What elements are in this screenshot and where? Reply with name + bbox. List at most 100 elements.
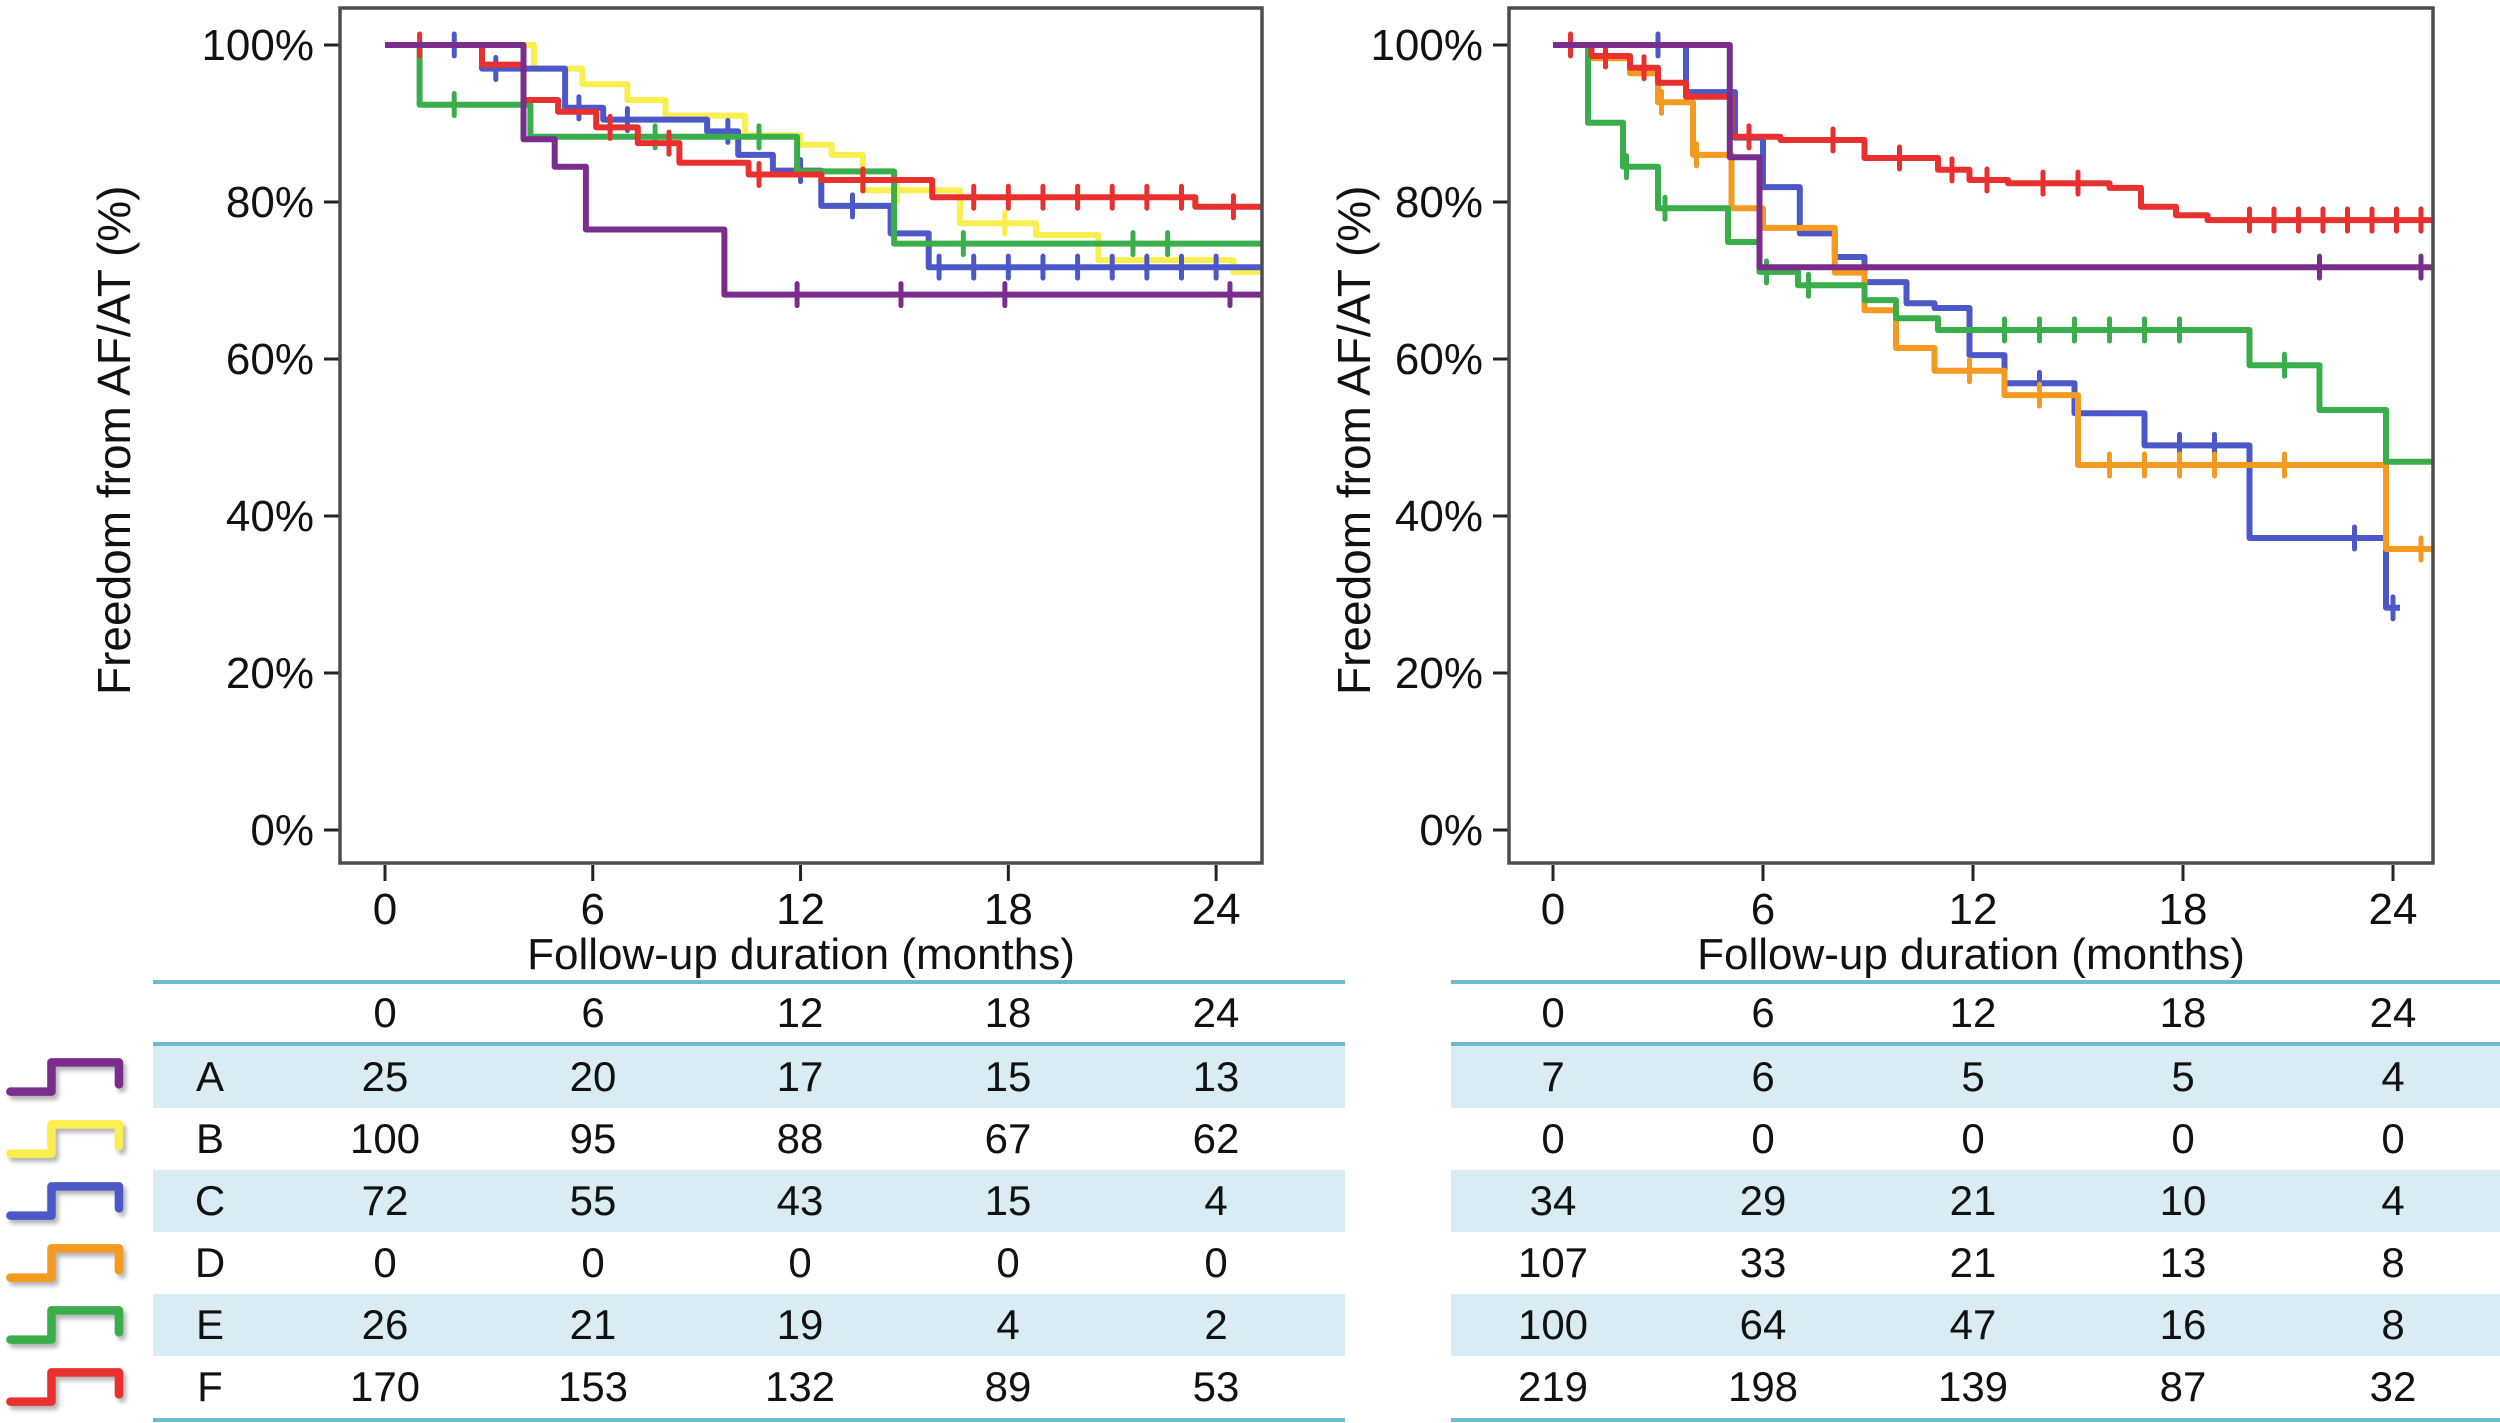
y-tick-label: 0% xyxy=(250,806,314,855)
risk-table-header-row: 0 6 12 18 24 xyxy=(1451,984,2500,1042)
legend-step-icon-E xyxy=(4,1303,140,1347)
at-risk-count: 4 xyxy=(2381,1053,2405,1100)
risk-table-row-B: B 100 95 88 67 62 xyxy=(153,1108,1345,1170)
censor-marks-E-right xyxy=(1624,153,2287,379)
at-risk-count: 34 xyxy=(1529,1177,1577,1224)
risk-table-time-header: 24 xyxy=(1192,989,1240,1036)
at-risk-count: 29 xyxy=(1739,1177,1787,1224)
risk-table-time-header: 24 xyxy=(2369,989,2417,1036)
group-label: C xyxy=(194,1177,226,1224)
at-risk-count: 6 xyxy=(1751,1053,1775,1100)
risk-table-row-F: 219 198 139 87 32 xyxy=(1451,1356,2500,1418)
at-risk-count: 0 xyxy=(1541,1115,1565,1162)
x-tick-label: 18 xyxy=(984,885,1033,934)
at-risk-count: 43 xyxy=(776,1177,824,1224)
at-risk-count: 0 xyxy=(373,1239,397,1286)
risk-table-row-C: C 72 55 43 15 4 xyxy=(153,1170,1345,1232)
at-risk-count: 10 xyxy=(2159,1177,2207,1224)
at-risk-count: 32 xyxy=(2369,1363,2417,1410)
y-tick-label: 20% xyxy=(1395,649,1483,698)
at-risk-count: 100 xyxy=(349,1115,421,1162)
censor-marks-F-left xyxy=(417,31,1236,221)
at-risk-count: 62 xyxy=(1192,1115,1240,1162)
y-tick-label: 60% xyxy=(1395,335,1483,384)
km-curve-C-left xyxy=(385,42,1262,271)
y-tick-label: 40% xyxy=(1395,492,1483,541)
at-risk-count: 55 xyxy=(569,1177,617,1224)
y-tick-label: 100% xyxy=(201,21,314,70)
y-tick-label: 80% xyxy=(1395,178,1483,227)
at-risk-count: 0 xyxy=(2381,1115,2405,1162)
at-risk-count: 8 xyxy=(2381,1301,2405,1348)
risk-table-row-A: A 25 20 17 15 13 xyxy=(153,1046,1345,1108)
legend-step-icon-D xyxy=(4,1241,140,1285)
x-tick-label: 18 xyxy=(2159,885,2208,934)
x-tick-label: 24 xyxy=(2369,885,2418,934)
at-risk-count: 20 xyxy=(569,1053,617,1100)
km-curve-A-right xyxy=(1553,42,2432,271)
at-risk-count: 67 xyxy=(984,1115,1032,1162)
y-tick-label: 40% xyxy=(226,492,314,541)
at-risk-count: 17 xyxy=(776,1053,824,1100)
at-risk-count: 15 xyxy=(984,1053,1032,1100)
group-label: D xyxy=(194,1239,226,1286)
censor-marks-C-right xyxy=(1655,31,2396,622)
at-risk-count: 87 xyxy=(2159,1363,2207,1410)
x-tick-label: 24 xyxy=(1192,885,1241,934)
risk-table-time-header: 18 xyxy=(984,989,1032,1036)
y-tick-label: 0% xyxy=(1419,806,1483,855)
legend-step-icon-F xyxy=(4,1365,140,1409)
x-tick-label: 6 xyxy=(581,885,605,934)
at-risk-count: 26 xyxy=(361,1301,409,1348)
at-risk-count: 107 xyxy=(1517,1239,1589,1286)
x-tick-label: 12 xyxy=(776,885,825,934)
at-risk-count: 53 xyxy=(1192,1363,1240,1410)
plot-border-right xyxy=(1507,6,2435,865)
plot-border-left xyxy=(338,6,1264,865)
risk-table-row-A: 7 6 5 5 4 xyxy=(1451,1046,2500,1108)
risk-table-right: 0 6 12 18 24 7 6 5 5 4 0 0 0 0 0 34 29 21 10 4 107 33 21 13 8 100… xyxy=(1451,980,2500,1422)
legend-step-icon-B xyxy=(4,1117,140,1161)
at-risk-count: 0 xyxy=(581,1239,605,1286)
risk-table-row-E: E 26 21 19 4 2 xyxy=(153,1294,1345,1356)
risk-table-time-header: 6 xyxy=(1751,989,1775,1036)
at-risk-count: 21 xyxy=(1949,1177,1997,1224)
risk-table-row-D: 107 33 21 13 8 xyxy=(1451,1232,2500,1294)
risk-table-row-E: 100 64 47 16 8 xyxy=(1451,1294,2500,1356)
censor-marks-A-right xyxy=(2317,253,2424,281)
at-risk-count: 0 xyxy=(1751,1115,1775,1162)
risk-table-time-header: 12 xyxy=(776,989,824,1036)
at-risk-count: 100 xyxy=(1517,1301,1589,1348)
y-axis-label-right: Freedom from AF/AT (%) xyxy=(1328,185,1380,695)
at-risk-count: 4 xyxy=(996,1301,1020,1348)
censor-marks-F-right xyxy=(1568,31,2424,234)
x-tick-label: 0 xyxy=(373,885,397,934)
at-risk-count: 16 xyxy=(2159,1301,2207,1348)
y-tick-label: 60% xyxy=(226,335,314,384)
risk-table-left: 0 6 12 18 24 A 25 20 17 15 13 B 100 95 88 67 62 C 72 55 43 15… xyxy=(153,980,1345,1422)
group-label: B xyxy=(195,1115,225,1162)
y-tick-label: 20% xyxy=(226,649,314,698)
at-risk-count: 0 xyxy=(996,1239,1020,1286)
at-risk-count: 64 xyxy=(1739,1301,1787,1348)
legend-step-icon-A xyxy=(4,1055,140,1099)
at-risk-count: 153 xyxy=(557,1363,629,1410)
group-label: F xyxy=(197,1363,223,1410)
y-tick-label: 80% xyxy=(226,178,314,227)
km-curve-A-left xyxy=(385,42,1262,298)
censor-marks-A-left xyxy=(794,281,1233,309)
at-risk-count: 7 xyxy=(1541,1053,1565,1100)
x-tick-label: 6 xyxy=(1751,885,1775,934)
at-risk-count: 132 xyxy=(764,1363,836,1410)
at-risk-count: 5 xyxy=(2171,1053,2195,1100)
group-label: E xyxy=(195,1301,225,1348)
at-risk-count: 4 xyxy=(1204,1177,1228,1224)
km-curve-B-left xyxy=(385,42,1262,275)
at-risk-count: 88 xyxy=(776,1115,824,1162)
y-tick-label: 100% xyxy=(1370,21,1483,70)
at-risk-count: 219 xyxy=(1517,1363,1589,1410)
risk-table-time-header: 0 xyxy=(1541,989,1565,1036)
at-risk-count: 33 xyxy=(1739,1239,1787,1286)
at-risk-count: 95 xyxy=(569,1115,617,1162)
